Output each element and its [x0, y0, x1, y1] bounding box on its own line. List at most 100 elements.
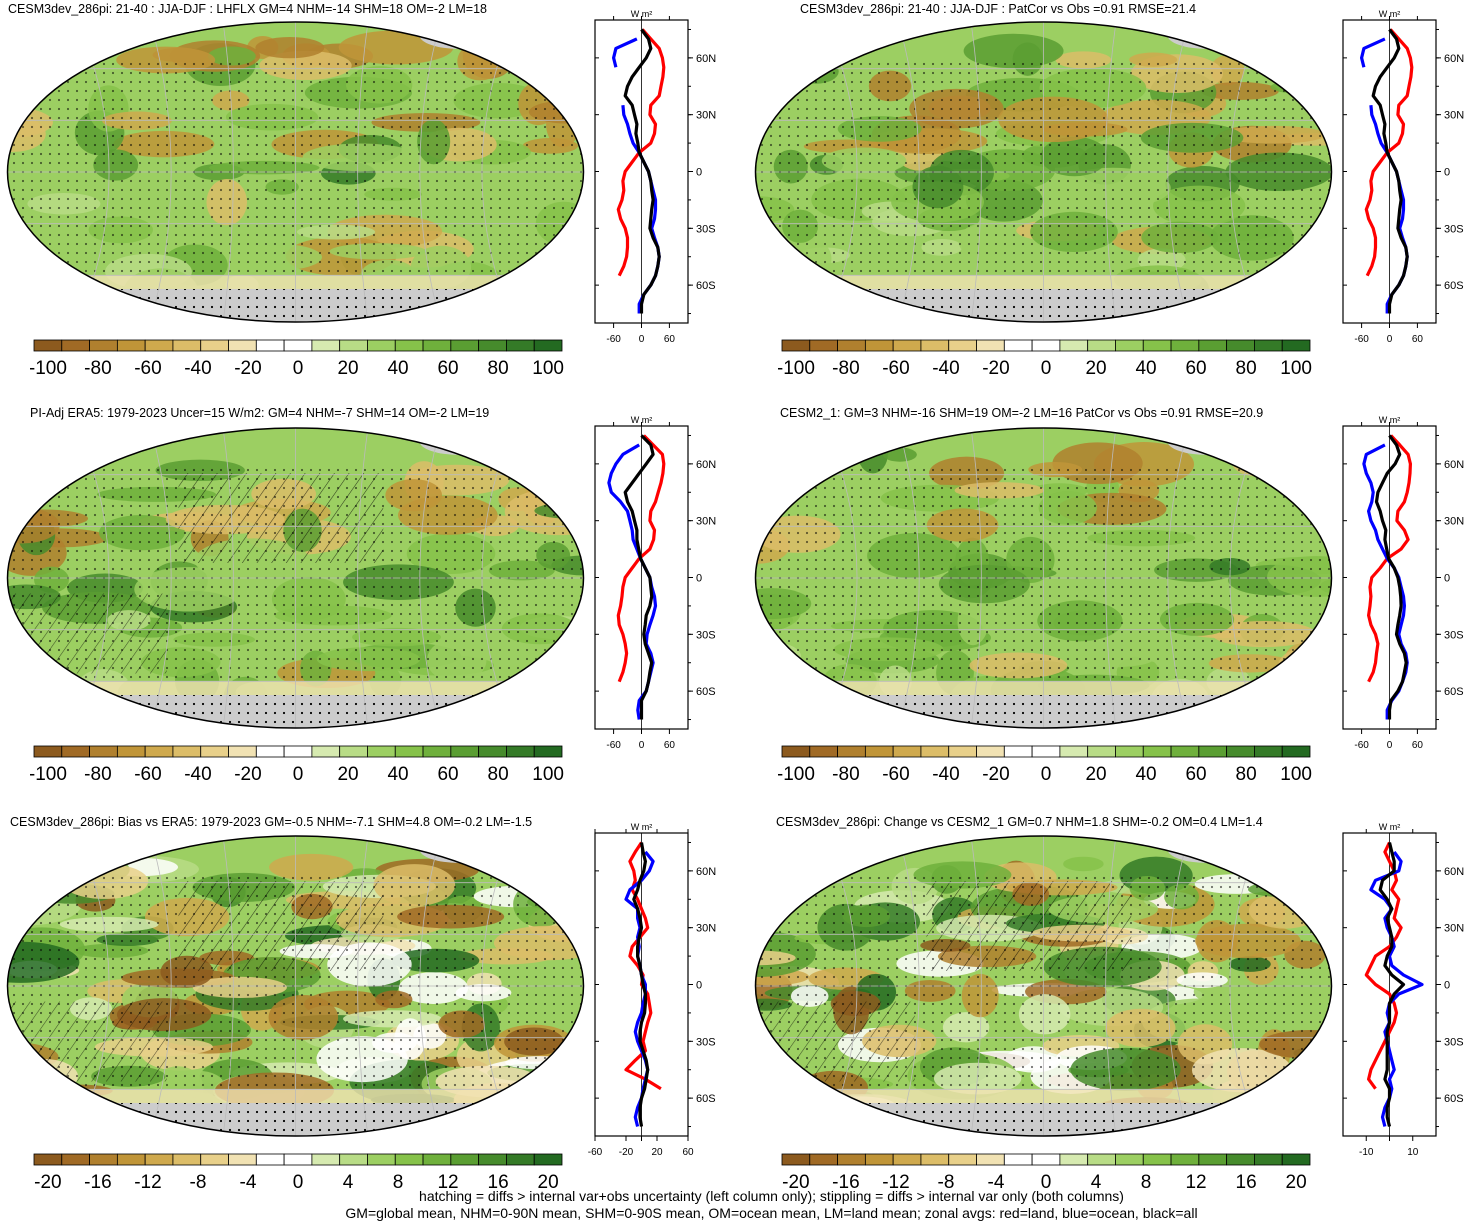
- colorbar-label: -60: [134, 358, 161, 379]
- colorbar-swatch: [948, 1153, 977, 1166]
- zonal-x-tick-label: 0: [639, 740, 645, 751]
- zonal-x-tick-label: 60: [682, 1147, 694, 1158]
- colorbar-swatch: [228, 745, 257, 758]
- map-panel-5: [6, 835, 585, 1137]
- colorbar-label: -8: [190, 1172, 207, 1193]
- zonal-lat-label: 30S: [1444, 1036, 1464, 1048]
- colorbar-swatch: [1281, 339, 1311, 352]
- colorbar-label: -40: [184, 764, 211, 785]
- zonal-lat-label: 30N: [696, 516, 716, 528]
- footer-line-1: hatching = diffs > internal var+obs unce…: [419, 1188, 1124, 1204]
- colorbar-label: -16: [84, 1172, 111, 1193]
- colorbar-swatch: [255, 339, 285, 352]
- zonal-series-land: [1364, 841, 1403, 1090]
- zonal-x-tick-label: 60: [1412, 334, 1424, 345]
- colorbar-swatch: [172, 339, 202, 352]
- colorbar-label: -20: [982, 764, 1009, 785]
- colorbar-swatch: [478, 745, 507, 758]
- zonal-lat-label: 0: [1444, 573, 1450, 585]
- colorbar-swatch: [533, 745, 563, 758]
- zonal-x-tick-label: 0: [639, 334, 645, 345]
- colorbar-swatch: [837, 339, 866, 352]
- colorbar-label: -40: [184, 358, 211, 379]
- zonal-lat-label: 0: [696, 167, 702, 179]
- colorbar-swatch: [283, 745, 313, 758]
- colorbar-swatch: [172, 1153, 202, 1166]
- colorbar-label: 0: [293, 1172, 304, 1193]
- colorbar-swatch: [809, 1153, 838, 1166]
- colorbar-label: 80: [1236, 358, 1257, 379]
- colorbar-label: 0: [1041, 358, 1052, 379]
- colorbar-label: 4: [343, 1172, 354, 1193]
- colorbar-swatch: [1003, 1153, 1033, 1166]
- colorbar-swatch: [144, 339, 174, 352]
- colorbar-swatch: [394, 1153, 424, 1166]
- colorbar-swatch: [1170, 745, 1200, 758]
- colorbar-label: 60: [437, 358, 458, 379]
- colorbar-swatch: [61, 1153, 90, 1166]
- map-panel-2: [754, 21, 1333, 323]
- colorbar-swatch: [837, 745, 866, 758]
- zonal-lat-label: 30S: [696, 629, 716, 641]
- colorbar-label: 40: [387, 358, 408, 379]
- zonal-plot-5: W m² 60N 30N 0 30S 60S -60 -20 20 60: [588, 822, 716, 1158]
- colorbar-swatch: [33, 745, 63, 758]
- zonal-series-ocean: [624, 850, 655, 1127]
- map-panel-3: [6, 427, 585, 729]
- panel-title-6: CESM3dev_286pi: Change vs CESM2_1 GM=0.7…: [776, 815, 1263, 829]
- zonal-unit-label: W m²: [1379, 9, 1401, 19]
- colorbar-swatch: [1198, 339, 1228, 352]
- zonal-x-tick-label: 0: [1387, 334, 1393, 345]
- colorbar-swatch: [976, 745, 1005, 758]
- colorbar-swatch: [172, 745, 202, 758]
- colorbar-label: 20: [337, 764, 358, 785]
- colorbar-label: -16: [832, 1172, 859, 1193]
- colorbar-swatch: [809, 339, 838, 352]
- colorbar-swatch: [809, 745, 838, 758]
- zonal-series-all: [623, 434, 655, 720]
- zonal-unit-label: W m²: [631, 822, 653, 832]
- colorbar-swatch: [89, 1153, 118, 1166]
- colorbar-swatch: [920, 1153, 950, 1166]
- colorbar-swatch: [422, 745, 452, 758]
- colorbar-swatch: [864, 1153, 894, 1166]
- colorbar-swatch: [311, 1153, 341, 1166]
- colorbar-swatch: [1170, 339, 1200, 352]
- zonal-lat-label: 0: [1444, 980, 1450, 992]
- colorbar-swatch: [1059, 1153, 1089, 1166]
- colorbar-swatch: [144, 1153, 174, 1166]
- colorbar-swatch: [1226, 339, 1255, 352]
- colorbar-swatch: [1087, 745, 1116, 758]
- colorbar-swatch: [1281, 745, 1311, 758]
- colorbar-swatch: [116, 1153, 146, 1166]
- colorbar-label: 100: [1280, 358, 1312, 379]
- colorbar-swatch: [781, 339, 811, 352]
- panel-title-4: CESM2_1: GM=3 NHM=-16 SHM=19 OM=-2 LM=16…: [780, 406, 1264, 420]
- colorbar-swatch: [506, 1153, 535, 1166]
- colorbar-label: 100: [532, 764, 564, 785]
- colorbar-swatch: [1115, 745, 1144, 758]
- colorbar-swatch: [283, 1153, 313, 1166]
- colorbar-swatch: [948, 339, 977, 352]
- zonal-x-tick-label: 20: [651, 1147, 663, 1158]
- colorbar-swatch: [976, 339, 1005, 352]
- colorbar-swatch: [422, 1153, 452, 1166]
- colorbar-swatch: [116, 339, 146, 352]
- zonal-x-tick-label: 0: [1387, 740, 1393, 751]
- colorbar-label: 0: [1041, 764, 1052, 785]
- colorbar-swatch: [781, 1153, 811, 1166]
- colorbar-label: 12: [437, 1172, 458, 1193]
- colorbar-swatch: [394, 339, 424, 352]
- colorbar-swatch: [1226, 1153, 1255, 1166]
- colorbar-label: 16: [1236, 1172, 1257, 1193]
- colorbar-swatch: [506, 339, 535, 352]
- colorbar-swatch: [1003, 339, 1033, 352]
- zonal-x-tick-label: -60: [588, 1147, 603, 1158]
- colorbar-label: -4: [240, 1172, 257, 1193]
- colorbar-swatch: [283, 339, 313, 352]
- colorbar-swatch: [450, 1153, 480, 1166]
- zonal-unit-label: W m²: [631, 9, 653, 19]
- colorbar-label: 40: [1135, 764, 1156, 785]
- colorbar-swatch: [116, 745, 146, 758]
- colorbar-label: 80: [488, 358, 509, 379]
